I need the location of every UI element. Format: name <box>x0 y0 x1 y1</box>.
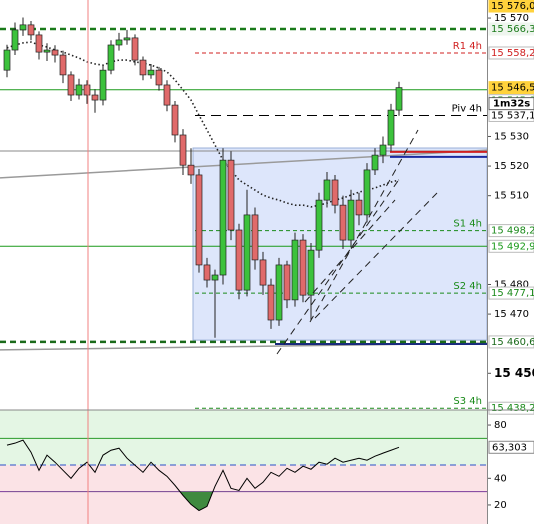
candle-body <box>115 39 123 46</box>
candle-body <box>299 239 307 296</box>
candle-body <box>91 94 99 101</box>
pivot-label: S1 4h <box>453 219 482 230</box>
trend-line <box>0 149 487 179</box>
level-label-box <box>488 0 534 13</box>
candle-body <box>155 69 163 86</box>
candle-body <box>43 49 51 53</box>
candle-body <box>275 264 283 321</box>
level-label: 15 566,3 <box>491 24 534 35</box>
level-label-box <box>488 81 534 95</box>
y-tick-label: 40 <box>494 473 507 484</box>
candle-body <box>267 284 275 321</box>
bear-zone <box>0 465 487 524</box>
oversold-fill <box>7 491 399 511</box>
candle-body <box>363 169 371 216</box>
level-label-box <box>488 286 534 300</box>
timer-box <box>488 97 534 111</box>
candle-body <box>395 87 403 111</box>
candle-body <box>27 24 35 36</box>
candle-body <box>11 29 19 51</box>
level-label: 15 576,0 <box>491 1 534 12</box>
candle-body <box>99 69 107 101</box>
level-label: 15 477,1 <box>491 288 534 299</box>
trend-lines <box>276 129 438 355</box>
candle-body <box>347 199 355 241</box>
candle-body <box>139 59 147 76</box>
candle-body <box>219 159 227 276</box>
pivot-label: R1 4h <box>453 41 482 52</box>
candle-body <box>307 249 315 296</box>
candle-body <box>83 84 91 96</box>
level-label: 15 558,2 <box>491 48 534 59</box>
candle-body <box>107 44 115 71</box>
candle-body <box>75 84 83 96</box>
y-tick-label: 15 470 <box>494 309 529 320</box>
candle-body <box>179 134 187 166</box>
candle-body <box>131 37 139 61</box>
moving-average <box>6 41 400 208</box>
level-label: 15 438,2 <box>491 403 534 414</box>
candle-body <box>35 34 43 53</box>
candle-body <box>195 174 203 266</box>
candle-body <box>371 154 379 171</box>
candle-body <box>59 54 67 76</box>
level-label-box <box>488 401 534 415</box>
price-panel: R1 4h Piv 4h S1 4h S2 4h S3 4h <box>0 17 487 409</box>
rsi-line <box>6 439 400 512</box>
candle-body <box>147 69 155 76</box>
level-label: 15 498,2 <box>491 226 534 237</box>
candle-body <box>251 214 259 261</box>
level-label: 15 546,5 <box>491 83 534 94</box>
level-label-box <box>488 239 534 253</box>
candle-body <box>379 144 387 156</box>
candle-body <box>123 37 131 41</box>
level-label-box <box>488 335 534 349</box>
rsi-panel <box>0 410 487 524</box>
value-label: 63,303 <box>492 442 527 453</box>
candle-body <box>387 109 395 146</box>
bull-zone <box>0 410 487 466</box>
candle-body <box>51 49 59 56</box>
candle-body <box>323 179 331 201</box>
candle-body <box>243 214 251 291</box>
candle-body <box>355 199 363 216</box>
y-tick-label: 15 450 <box>494 366 534 380</box>
candle-body <box>235 229 243 291</box>
candle-body <box>203 264 211 281</box>
y-tick-label: 15 510 <box>494 191 529 202</box>
candle-body <box>315 199 323 251</box>
timer: 1m32s <box>493 99 530 110</box>
candle-body <box>187 164 195 176</box>
y-tick-label: 15 480 <box>494 279 529 290</box>
level-label-box <box>488 224 534 238</box>
candle-body <box>227 159 235 231</box>
pivot-label: S2 4h <box>453 281 482 292</box>
candle-body <box>163 84 171 106</box>
candle-body <box>3 49 11 71</box>
pivot-label: Piv 4h <box>452 103 482 114</box>
y-tick-label: 15 570 <box>494 13 529 24</box>
candle-body <box>67 74 75 96</box>
candle-body <box>291 239 299 301</box>
price-axis: 80 40 20 63,303 15 570 15 530 15 520 15 510 15 4… <box>487 0 534 511</box>
y-tick-label: 20 <box>494 500 507 511</box>
candle-body <box>283 264 291 301</box>
candle-body <box>259 259 267 286</box>
candle-body <box>331 179 339 206</box>
level-label: 15 537,1 <box>491 110 534 121</box>
y-tick-label: 15 530 <box>494 131 529 142</box>
level-label: 15 492,9 <box>491 241 534 252</box>
candle-body <box>211 274 219 281</box>
y-tick-label: 80 <box>494 420 507 431</box>
y-tick-label: 15 520 <box>494 161 529 172</box>
level-label: 15 460,6 <box>491 337 534 348</box>
level-label-box <box>488 22 534 36</box>
level-label-box <box>488 46 534 60</box>
candle-body <box>19 24 27 31</box>
pivot-label: S3 4h <box>453 396 482 407</box>
candle-body <box>339 204 347 241</box>
value-label-box <box>488 440 534 454</box>
candle-body <box>171 104 179 136</box>
